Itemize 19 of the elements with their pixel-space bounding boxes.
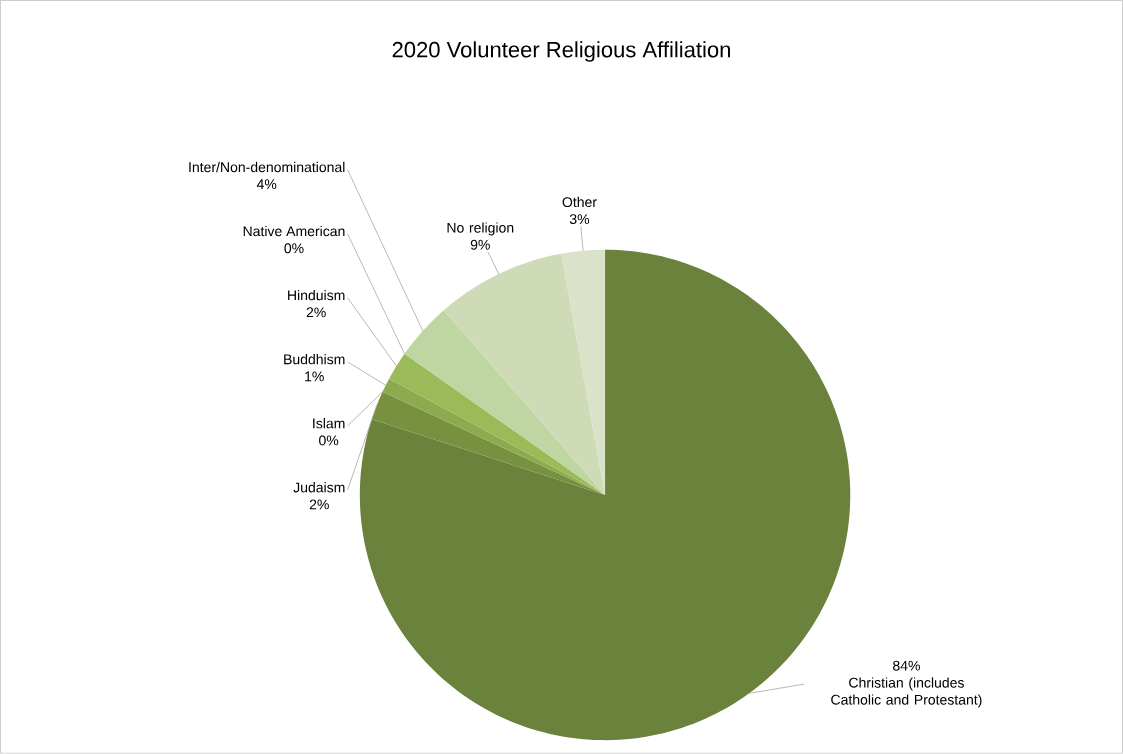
category-label: Native American [243, 226, 345, 237]
slice-label: Christian (includes Catholic and Protestant) [831, 677, 982, 708]
slice-label: Hinduism [288, 290, 345, 301]
slice-label: Inter/Non-denominational [189, 161, 345, 173]
data-label: 9% [470, 239, 490, 250]
data-label: 84% [893, 660, 920, 671]
slice-label: Other [562, 196, 597, 208]
data-label: 2% [309, 499, 329, 510]
data-label: 2% [306, 307, 326, 318]
data-label: 4% [256, 179, 277, 190]
slice-label: Judaism [293, 482, 345, 493]
category-label: Islam [313, 418, 345, 429]
slice-label: No religion [447, 222, 514, 236]
chart-title: 2020 Volunteer Religious Affiliation [392, 41, 730, 62]
slice-label: Buddhism [284, 354, 345, 365]
text: 0% [319, 435, 339, 446]
data-label: 3% [569, 214, 590, 225]
data-label: 1% [305, 371, 324, 382]
text: 0% [284, 243, 304, 254]
